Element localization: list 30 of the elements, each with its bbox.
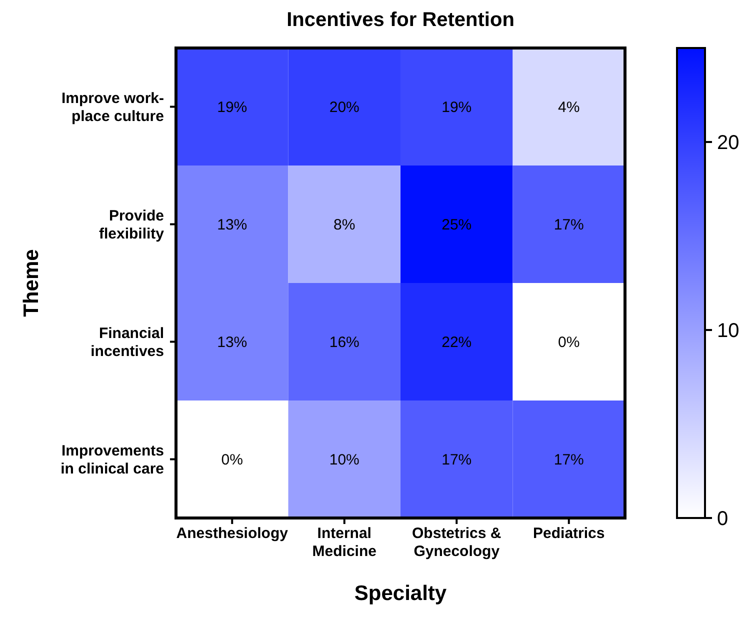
color-bar-label: 0: [717, 508, 728, 530]
data-label: 19%: [442, 98, 472, 116]
y-tick-label: Financial incentives: [90, 324, 164, 360]
color-bar-label: 20: [717, 132, 740, 154]
x-tick-label: Obstetrics & Gynecology: [412, 525, 502, 560]
data-label: 17%: [554, 451, 584, 468]
data-label: 20%: [329, 98, 360, 116]
y-axis-title: Theme: [20, 249, 43, 317]
data-label: 16%: [329, 334, 360, 351]
x-tick-label: Internal Medicine: [312, 525, 376, 560]
data-label: 10%: [329, 451, 360, 468]
data-label: 17%: [554, 216, 584, 234]
color-bar-label: 10: [717, 320, 740, 342]
chart-title: Incentives for Retention: [286, 9, 514, 31]
data-label: 4%: [558, 98, 580, 116]
y-tick-label: Provide flexibility: [98, 207, 165, 242]
x-tick-label: Anesthesiology: [176, 525, 289, 542]
data-label: 8%: [334, 216, 356, 234]
x-axis-title: Specialty: [354, 582, 447, 605]
y-tick-label: Improve work- place culture: [61, 90, 164, 125]
data-label: 13%: [217, 334, 248, 351]
data-label: 13%: [217, 216, 248, 234]
y-tick-label: Improvements in clinical care: [60, 442, 164, 478]
data-label: 22%: [442, 334, 472, 351]
data-label: 25%: [442, 216, 472, 234]
data-label: 0%: [558, 334, 580, 351]
data-label: 17%: [442, 451, 472, 468]
data-label: 0%: [221, 451, 243, 468]
data-label: 19%: [217, 98, 248, 116]
x-tick-label: Pediatrics: [533, 525, 605, 542]
